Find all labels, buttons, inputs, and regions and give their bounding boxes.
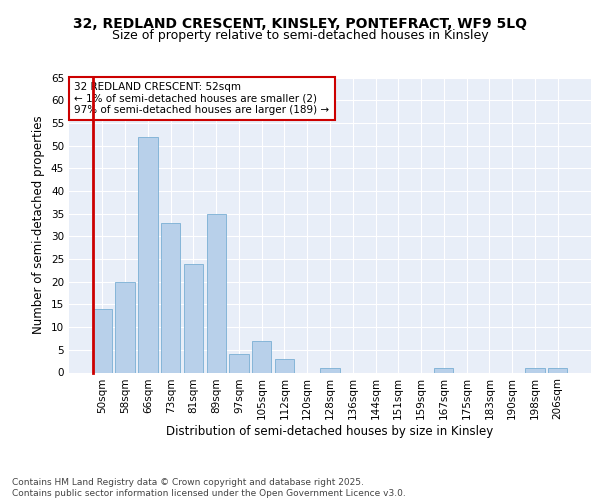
Bar [184,264,203,372]
Bar [525,368,545,372]
Bar [320,368,340,372]
Text: 32, REDLAND CRESCENT, KINSLEY, PONTEFRACT, WF9 5LQ: 32, REDLAND CRESCENT, KINSLEY, PONTEFRAC… [73,18,527,32]
Bar [115,282,135,372]
Text: Contains HM Land Registry data © Crown copyright and database right 2025.
Contai: Contains HM Land Registry data © Crown c… [12,478,406,498]
X-axis label: Distribution of semi-detached houses by size in Kinsley: Distribution of semi-detached houses by … [166,425,494,438]
Y-axis label: Number of semi-detached properties: Number of semi-detached properties [32,116,46,334]
Bar [206,214,226,372]
Bar [275,359,294,372]
Text: Size of property relative to semi-detached houses in Kinsley: Size of property relative to semi-detach… [112,29,488,42]
Bar [161,222,181,372]
Bar [434,368,454,372]
Bar [93,309,112,372]
Bar [548,368,567,372]
Bar [229,354,248,372]
Bar [138,136,158,372]
Text: 32 REDLAND CRESCENT: 52sqm
← 1% of semi-detached houses are smaller (2)
97% of s: 32 REDLAND CRESCENT: 52sqm ← 1% of semi-… [74,82,329,115]
Bar [252,340,271,372]
